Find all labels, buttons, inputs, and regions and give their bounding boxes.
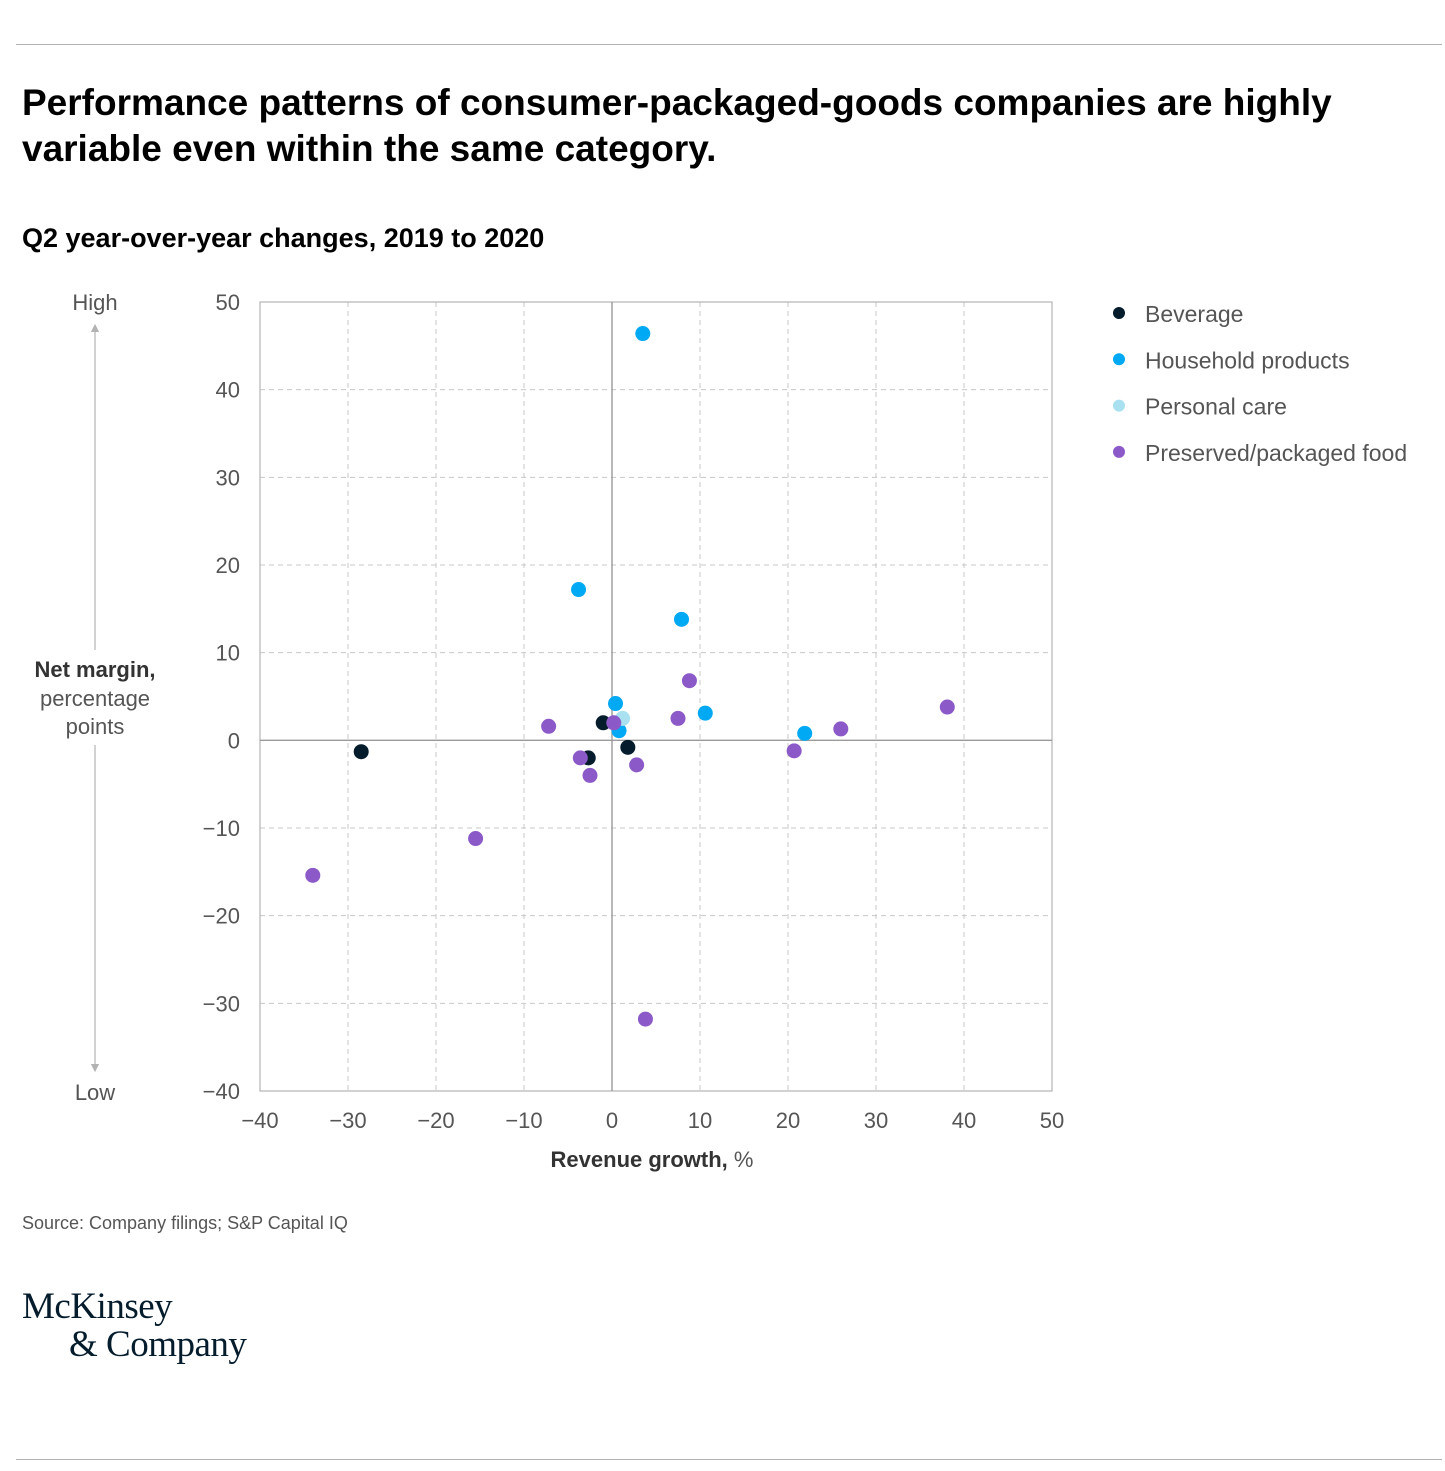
legend-marker-beverage: [1113, 307, 1125, 319]
point-preserved-packaged-food: [541, 718, 557, 734]
point-preserved-packaged-food: [939, 699, 955, 715]
y-tick-label: 40: [216, 378, 240, 403]
point-household-products: [635, 326, 651, 342]
point-preserved-packaged-food: [670, 710, 686, 726]
point-household-products: [697, 705, 713, 721]
scatter-chart: −40 −30 −20 −10 0 10 20 30 40 50 −40 −30 −20 −10 0 10 2…: [34, 290, 1407, 1172]
x-tick-label: 10: [688, 1108, 712, 1133]
data-points: [305, 326, 955, 1027]
point-household-products: [674, 611, 690, 627]
point-preserved-packaged-food: [681, 673, 697, 689]
x-tick-label: 0: [606, 1108, 618, 1133]
y-tick-label: 10: [216, 641, 240, 666]
point-preserved-packaged-food: [606, 715, 622, 731]
legend-label-household-products: Household products: [1145, 347, 1350, 373]
y-low-label: Low: [75, 1080, 115, 1105]
x-tick-labels: −40 −30 −20 −10 0 10 20 30 40 50: [241, 1108, 1064, 1133]
legend-label-beverage: Beverage: [1145, 301, 1243, 327]
x-axis-label-bold: Revenue growth,: [551, 1147, 728, 1172]
x-tick-label: −30: [329, 1108, 366, 1133]
x-tick-label: 30: [864, 1108, 888, 1133]
point-household-products: [571, 582, 587, 598]
y-axis-label-line3: points: [66, 714, 125, 739]
point-household-products: [797, 725, 813, 741]
legend-marker-personal-care: [1113, 399, 1125, 412]
logo-line-2: & Company: [69, 1324, 247, 1365]
x-tick-label: 40: [952, 1108, 976, 1133]
point-beverage: [595, 715, 611, 731]
point-preserved-packaged-food: [786, 743, 802, 759]
point-preserved-packaged-food: [305, 867, 321, 883]
top-rule: [16, 44, 1442, 45]
mckinsey-logo: McKinsey & Company: [22, 1286, 247, 1365]
x-axis-label-unit: %: [728, 1147, 754, 1172]
y-tick-label: −40: [203, 1079, 240, 1104]
y-tick-label: 30: [216, 465, 240, 490]
plot-frame: [259, 301, 1053, 1092]
y-tick-label: 0: [228, 728, 240, 753]
y-tick-label: −10: [203, 816, 240, 841]
y-high-label: High: [72, 290, 117, 315]
y-tick-label: 20: [216, 553, 240, 578]
chart-title: Performance patterns of consumer-package…: [22, 82, 1332, 169]
legend-label-personal-care: Personal care: [1145, 394, 1287, 420]
y-tick-label: −20: [203, 904, 240, 929]
x-tick-label: 50: [1040, 1108, 1064, 1133]
x-tick-label: −10: [505, 1108, 542, 1133]
chart-subtitle: Q2 year-over-year changes, 2019 to 2020: [22, 223, 545, 253]
x-axis-label: Revenue growth, %: [551, 1147, 754, 1172]
x-tick-label: −20: [417, 1108, 454, 1133]
x-tick-label: 20: [776, 1108, 800, 1133]
source-note: Source: Company filings; S&P Capital IQ: [22, 1213, 348, 1233]
point-household-products: [608, 696, 624, 712]
x-tick-label: −40: [241, 1108, 278, 1133]
point-preserved-packaged-food: [572, 750, 588, 766]
legend: Beverage Household products Personal care P…: [1113, 301, 1407, 466]
point-beverage: [620, 739, 636, 755]
point-preserved-packaged-food: [468, 831, 484, 847]
legend-marker-preserved-packaged-food: [1113, 445, 1125, 458]
y-tick-label: 50: [216, 290, 240, 315]
point-preserved-packaged-food: [582, 767, 598, 783]
bottom-rule: [16, 1459, 1442, 1460]
point-preserved-packaged-food: [629, 757, 645, 773]
y-axis-label-bold: Net margin,: [34, 657, 155, 682]
grid-lines: [260, 302, 1052, 1091]
axes: [259, 301, 1053, 1092]
point-preserved-packaged-food: [637, 1011, 653, 1027]
legend-marker-household-products: [1113, 353, 1125, 366]
y-axis-title: High Net margin, percentage points Low: [34, 290, 155, 1105]
point-preserved-packaged-food: [833, 721, 849, 737]
y-tick-labels: −40 −30 −20 −10 0 10 20 30 40 50: [203, 290, 240, 1104]
point-beverage: [353, 744, 369, 760]
logo-line-1: McKinsey: [22, 1286, 173, 1327]
y-axis-label-line2: percentage: [40, 686, 150, 711]
legend-label-preserved-packaged-food: Preserved/packaged food: [1145, 440, 1407, 466]
y-tick-label: −30: [203, 991, 240, 1016]
